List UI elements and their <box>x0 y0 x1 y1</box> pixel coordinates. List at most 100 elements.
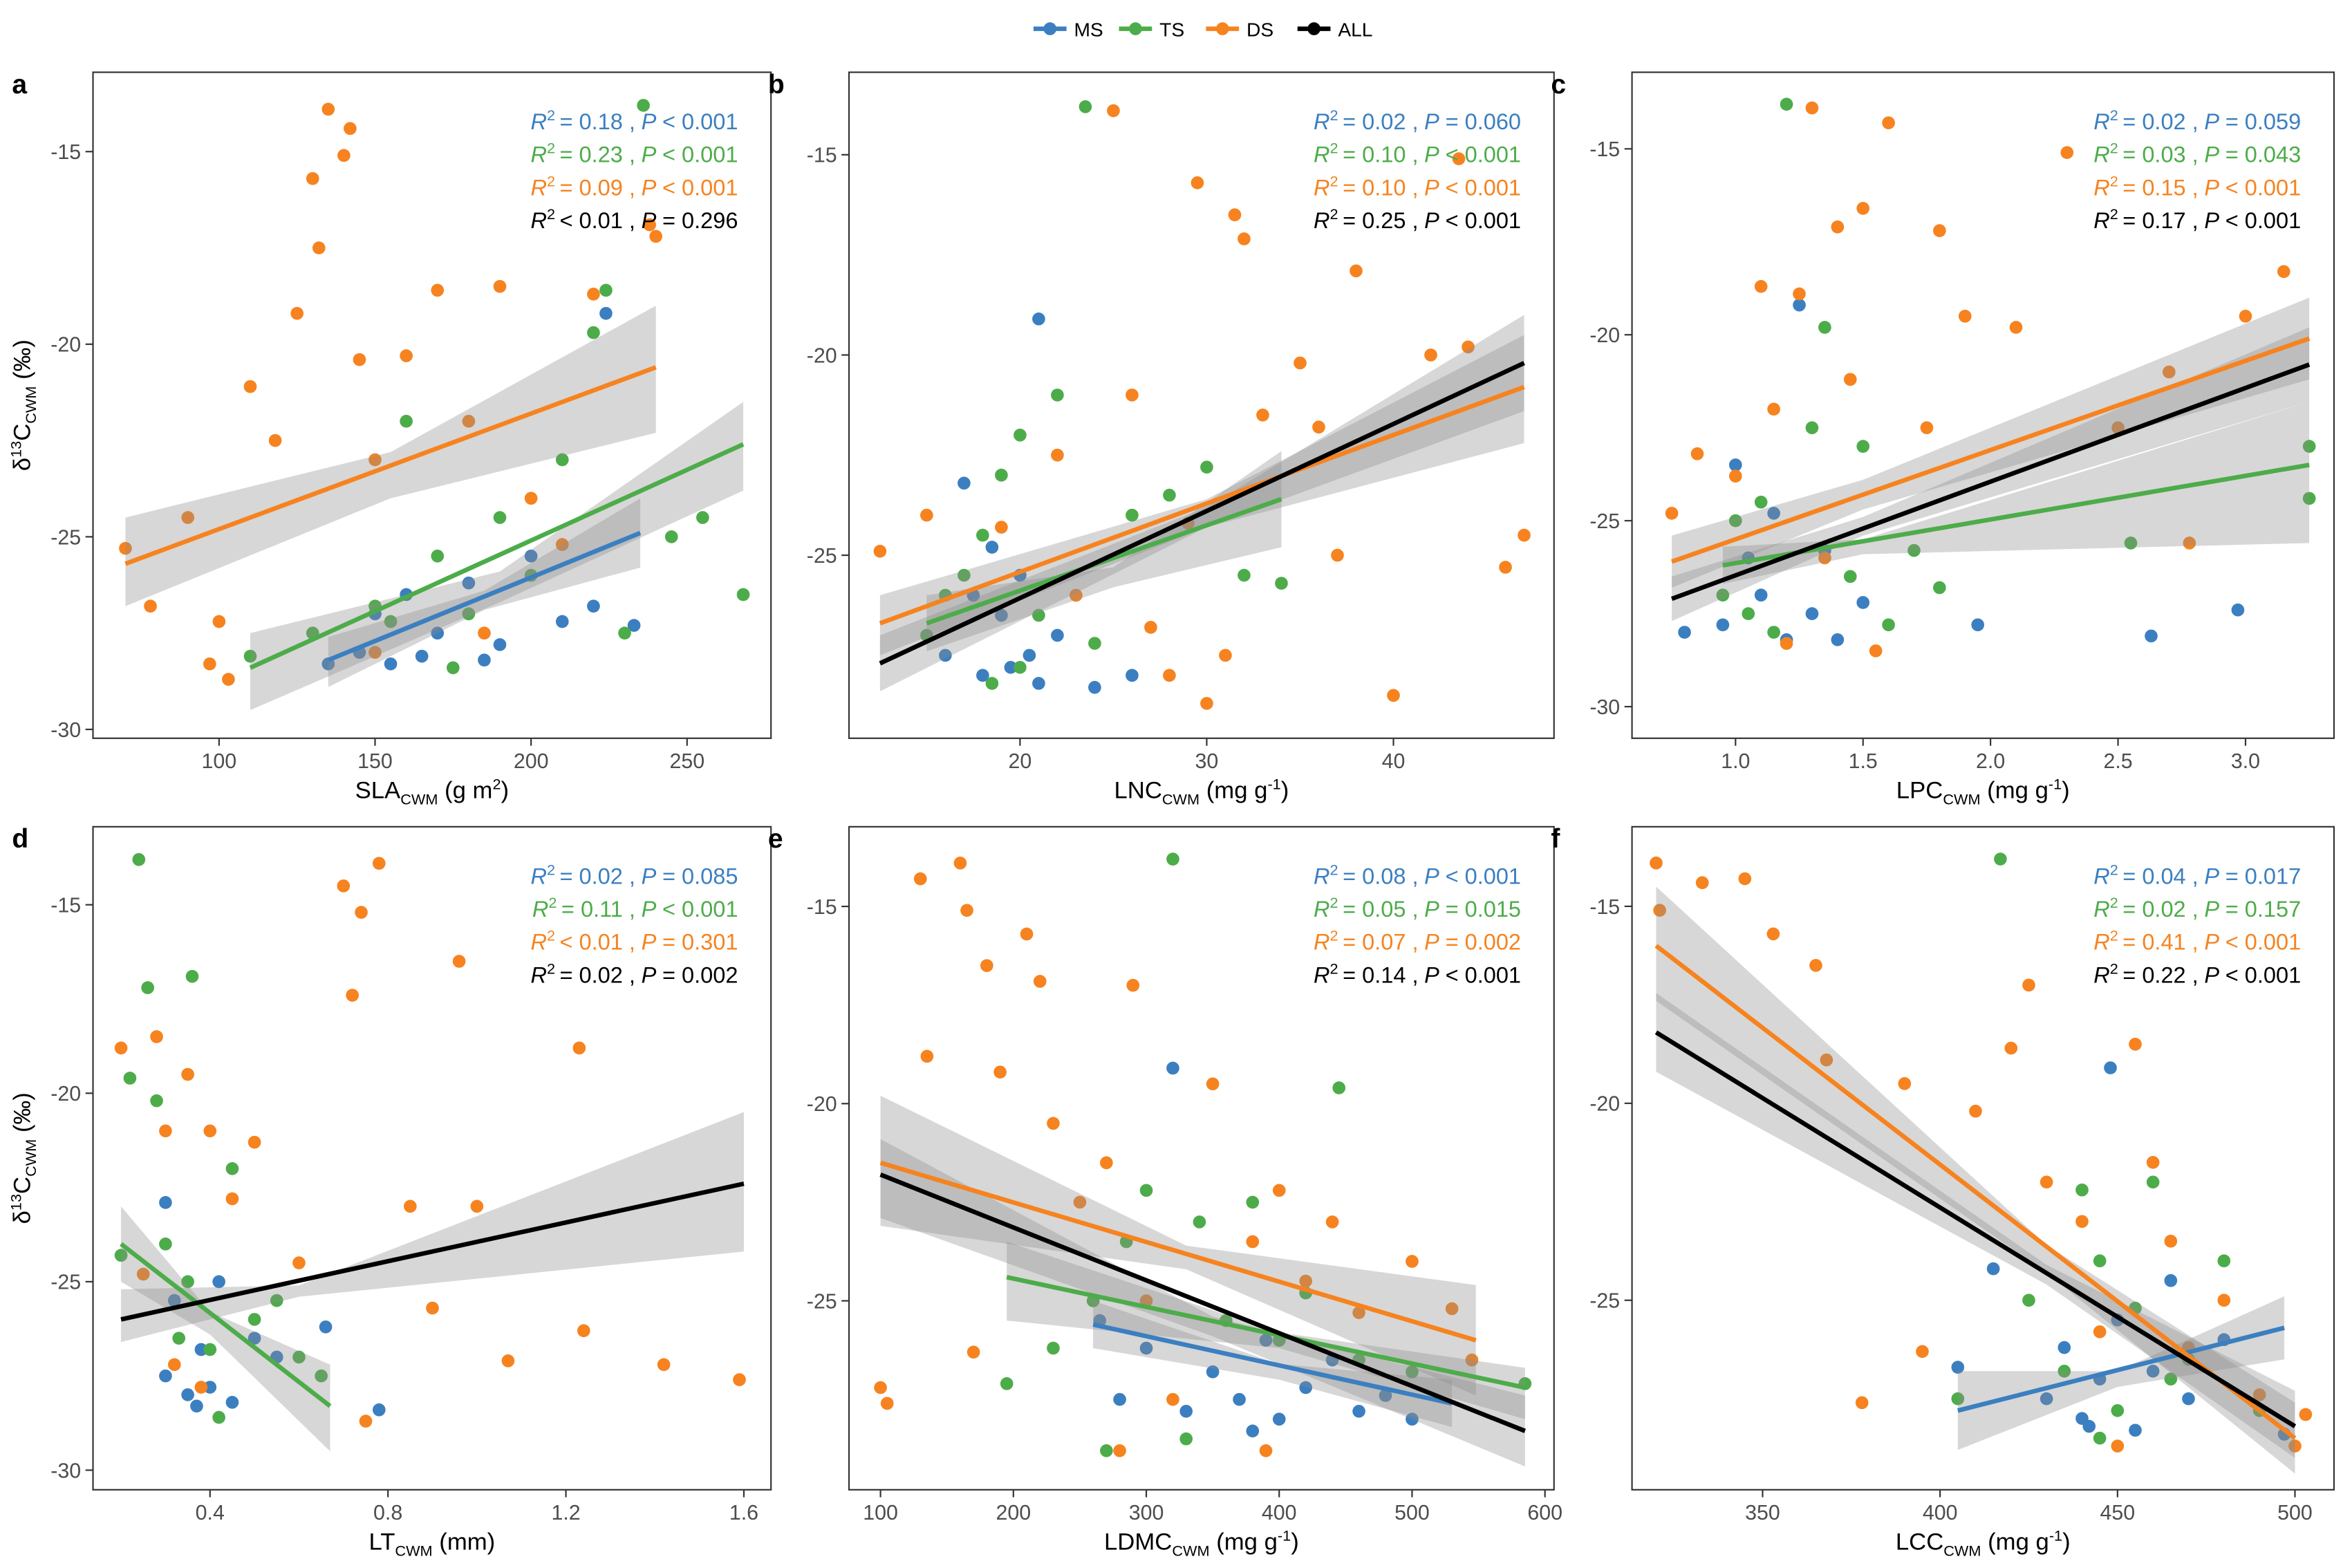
stat-p: P <box>642 930 657 955</box>
x-tick-label: 500 <box>2277 1502 2313 1524</box>
point <box>1793 298 1806 312</box>
point <box>1023 648 1036 662</box>
point <box>1228 208 1242 222</box>
point <box>1107 104 1120 118</box>
confidence-band <box>880 1095 1476 1396</box>
confidence-band <box>879 315 1524 692</box>
point <box>478 653 491 667</box>
stat-r: R <box>2093 930 2110 955</box>
stat-sup: 2 <box>1329 205 1338 223</box>
panel-label: d <box>12 824 28 854</box>
stat-pval: = 0.015 <box>1446 897 1521 922</box>
legend-label: ALL <box>1338 18 1372 40</box>
label-part: 13 <box>7 1194 24 1211</box>
label-part: LPC <box>1896 778 1943 804</box>
stat-p: P <box>642 109 657 134</box>
stat-r: R <box>530 208 547 233</box>
label-part: ) <box>1281 778 1289 804</box>
x-tick-label: 3.0 <box>2231 750 2260 773</box>
stat-r: R <box>2093 175 2110 200</box>
point <box>1193 1215 1206 1229</box>
stat-pval: = 0.017 <box>2225 864 2301 888</box>
confidence-band <box>1656 993 2295 1458</box>
point <box>248 1313 261 1326</box>
x-tick-label: 250 <box>669 750 704 773</box>
stat-sup: 2 <box>2110 140 2118 157</box>
x-tick-label: 1.2 <box>551 1502 580 1524</box>
point <box>1206 1365 1220 1379</box>
stat-r: R <box>1314 930 1330 955</box>
fit-line <box>1092 1322 1453 1406</box>
stat-r: R <box>1314 897 1330 922</box>
stat-r: R <box>532 897 549 922</box>
label-part: C <box>9 424 35 441</box>
stat-pval: = 0.059 <box>2225 109 2301 134</box>
point <box>627 619 641 632</box>
point <box>1000 1377 1014 1390</box>
point <box>995 521 1008 534</box>
point <box>1166 852 1179 866</box>
point <box>1163 488 1176 502</box>
point <box>2111 1439 2125 1453</box>
stat-pval: < 0.001 <box>662 175 738 200</box>
stat-annotation: R2 = 0.15 , P < 0.001 <box>2093 172 2301 200</box>
point <box>2217 1254 2231 1268</box>
stat-p: P <box>2204 142 2219 167</box>
point <box>993 1065 1007 1079</box>
stat-r2: = 0.05 , <box>1343 897 1418 922</box>
fit-line <box>1654 944 2297 1440</box>
stat-sup: 2 <box>547 205 555 223</box>
point <box>359 1415 373 1428</box>
point <box>1499 561 1512 574</box>
label-part: 2 <box>492 776 501 793</box>
x-tick-label: 500 <box>1394 1502 1430 1524</box>
point <box>1200 697 1213 710</box>
fit-line <box>879 361 1525 666</box>
stat-r: R <box>530 142 547 167</box>
stat-r: R <box>530 930 547 955</box>
point <box>1238 232 1251 245</box>
point <box>355 906 368 919</box>
point <box>203 657 216 671</box>
point <box>2004 1041 2018 1055</box>
stat-r: R <box>1314 109 1330 134</box>
stat-p: P <box>2204 897 2219 922</box>
point <box>1920 421 1934 435</box>
point <box>1191 176 1204 189</box>
plot-frame <box>848 825 1555 1491</box>
stat-p: P <box>1424 930 1439 955</box>
point <box>1350 264 1363 278</box>
point <box>1518 528 1531 542</box>
point <box>1716 588 1730 602</box>
point <box>1780 637 1793 650</box>
confidence-band <box>250 402 744 711</box>
point <box>2075 1215 2089 1229</box>
point <box>939 648 952 662</box>
point <box>312 241 326 254</box>
stat-r: R <box>1314 864 1330 888</box>
point <box>1272 1184 1286 1197</box>
stat-sup: 2 <box>547 861 555 878</box>
point <box>123 1072 137 1085</box>
stat-sup: 2 <box>547 172 555 189</box>
point <box>1206 1077 1220 1091</box>
point <box>1882 116 1895 129</box>
point <box>643 218 656 232</box>
stat-r: R <box>2093 208 2110 233</box>
y-tick-label: -25 <box>1589 1290 1620 1313</box>
label-part: CWM <box>395 1542 432 1559</box>
point <box>696 511 709 524</box>
point <box>874 1381 887 1394</box>
point <box>1238 568 1251 582</box>
stat-annotation: R2 = 0.04 , P = 0.017 <box>2093 861 2301 888</box>
point <box>212 1275 225 1289</box>
point <box>1916 1345 1929 1359</box>
point <box>1139 1341 1153 1355</box>
point <box>1665 507 1679 520</box>
stat-r2: = 0.18 , <box>560 109 635 134</box>
point <box>985 541 999 554</box>
point <box>1986 1262 2000 1276</box>
point <box>384 615 398 628</box>
stat-pval: = 0.301 <box>662 930 738 955</box>
point <box>2060 146 2074 160</box>
